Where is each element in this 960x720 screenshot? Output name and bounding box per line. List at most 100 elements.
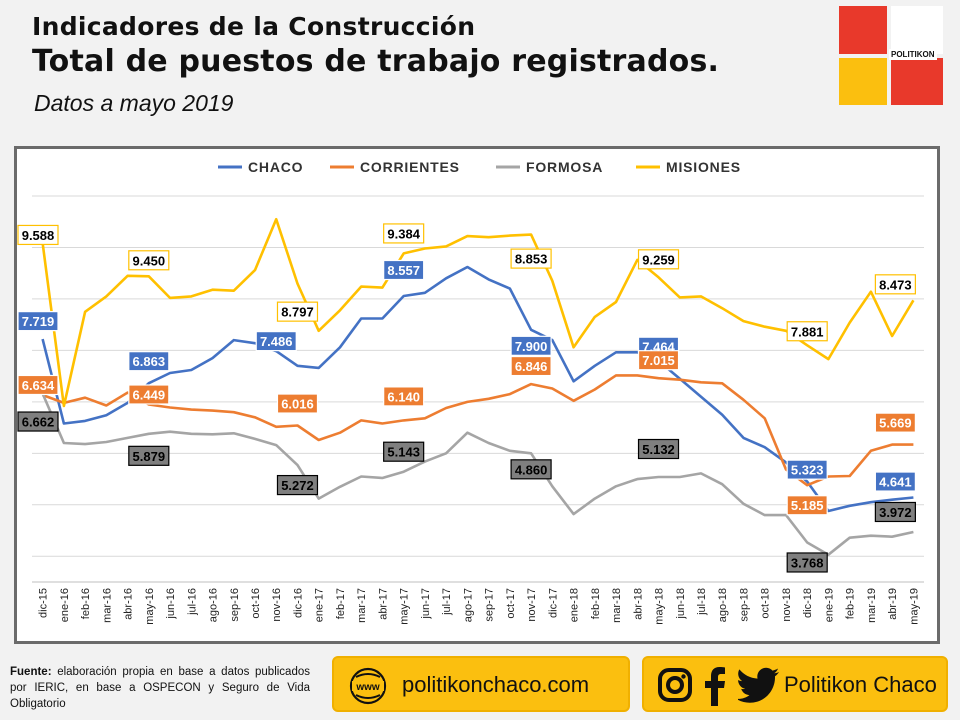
data-label-text: 8.473	[879, 277, 912, 292]
data-label-box	[17, 411, 59, 432]
logo-square-red-2	[891, 58, 943, 105]
data-label-box	[510, 355, 552, 377]
data-label: 9.588	[17, 224, 59, 246]
data-label: 7.900	[510, 335, 552, 356]
data-label-box	[255, 331, 297, 352]
x-tick-label: jun-18	[675, 588, 687, 620]
page-subtitle: Datos a mayo 2019	[34, 90, 234, 116]
data-label-text: 5.143	[387, 445, 420, 460]
source-text: elaboración propia en base a datos publi…	[10, 666, 310, 710]
series-line-misiones	[41, 217, 915, 408]
legend-label-corrientes: CORRIENTES	[360, 159, 460, 175]
x-tick-label: oct-17	[505, 588, 517, 619]
x-tick-label: ene-16	[59, 588, 71, 622]
data-label: 9.259	[637, 249, 680, 270]
data-label-box	[17, 374, 59, 396]
politikon-logo: POLITIKON	[839, 6, 943, 105]
facebook-icon[interactable]	[702, 666, 728, 706]
social-name[interactable]: Politikon Chaco	[784, 672, 937, 697]
data-label-text: 5.185	[791, 498, 824, 513]
data-label-box	[17, 311, 59, 332]
data-label-box	[874, 471, 916, 492]
x-tick-label: ago-17	[462, 588, 474, 622]
data-label-text: 5.132	[642, 442, 675, 457]
svg-text:www: www	[355, 682, 380, 693]
series-line-chaco	[41, 265, 914, 513]
logo-text: POLITIKON	[889, 49, 937, 60]
x-tick-label: may-17	[399, 588, 411, 625]
page-title-line2: Total de puestos de trabajo registrados.	[32, 44, 720, 79]
x-tick-label: may-18	[654, 588, 666, 625]
x-tick-label: nov-17	[526, 588, 538, 622]
x-tick-label: mar-16	[101, 588, 113, 623]
social-banner[interactable]: Politikon Chaco	[642, 656, 948, 712]
data-label-box	[874, 412, 916, 433]
data-label-text: 6.662	[22, 415, 55, 430]
data-label: 8.853	[510, 248, 552, 269]
data-label-text: 9.259	[642, 252, 675, 267]
page-title-line1: Indicadores de la Construcción	[32, 12, 476, 41]
data-label-text: 3.972	[879, 505, 912, 520]
data-label-box	[510, 335, 552, 356]
data-label-box	[383, 223, 425, 244]
website-banner[interactable]: www politikonchaco.com	[332, 656, 630, 712]
data-label-box	[383, 386, 425, 407]
x-tick-label: sep-18	[738, 588, 750, 622]
data-label-text: 9.450	[133, 253, 166, 268]
legend: CHACO CORRIENTES FORMOSA MISIONES	[218, 159, 740, 175]
data-label: 5.272	[276, 474, 319, 496]
x-tick-label: mar-18	[611, 588, 623, 623]
x-tick-label: ene-17	[314, 588, 326, 622]
x-tick-label: dic-17	[547, 588, 559, 618]
x-tick-label: ene-19	[823, 588, 835, 622]
data-label-box	[128, 384, 170, 405]
x-tick-label: feb-19	[845, 588, 857, 619]
data-label: 5.323	[786, 459, 828, 480]
data-label-box	[383, 259, 425, 281]
x-tick-label: may-19	[908, 588, 920, 625]
data-label: 6.634	[17, 374, 59, 396]
data-label-text: 9.384	[387, 226, 420, 241]
data-label-box	[276, 474, 319, 496]
x-tick-label: jul-16	[186, 588, 198, 616]
source-note: Fuente: elaboración propia en base a dat…	[10, 664, 310, 712]
instagram-icon[interactable]	[656, 666, 694, 704]
data-label: 5.143	[383, 441, 425, 462]
data-labels-formosa: 6.662 5.879 5.272 5.143 4.860 5.132 3.768 3.972	[17, 411, 916, 573]
x-tick-label: abr-16	[123, 588, 135, 620]
data-label-box	[383, 441, 425, 462]
data-label: 7.719	[17, 311, 59, 332]
data-label: 7.015	[637, 350, 680, 371]
x-tick-label: abr-17	[377, 588, 389, 620]
website-text[interactable]: politikonchaco.com	[402, 672, 590, 697]
data-label-box	[786, 321, 828, 342]
x-tick-label: mar-17	[356, 588, 368, 623]
twitter-icon[interactable]	[738, 666, 780, 704]
x-tick-label: jun-17	[420, 588, 432, 620]
data-label: 8.473	[874, 274, 916, 295]
data-label: 4.860	[510, 459, 552, 480]
data-label-text: 8.557	[387, 263, 420, 278]
data-label: 5.132	[637, 438, 680, 460]
x-tick-label: mar-19	[866, 588, 878, 623]
data-label-text: 7.719	[22, 314, 55, 329]
x-tick-label: jul-17	[441, 588, 453, 616]
data-label-text: 7.015	[642, 353, 675, 368]
logo-square-yellow	[839, 58, 887, 105]
x-tick-label: ago-18	[717, 588, 729, 622]
data-label: 8.797	[276, 301, 319, 322]
data-labels-misiones: 9.588 9.450 8.797 9.384 8.853 9.259 7.881 8.473	[17, 223, 916, 342]
data-label-box	[637, 350, 680, 371]
data-label-box	[510, 248, 552, 269]
data-label: 5.879	[128, 445, 170, 466]
data-label: 4.641	[874, 471, 916, 492]
x-tick-label: feb-17	[335, 588, 347, 619]
data-label-box	[276, 301, 319, 322]
data-label-box	[637, 438, 680, 460]
x-tick-label: abr-18	[632, 588, 644, 620]
www-globe-icon: www	[349, 667, 387, 705]
data-label: 7.486	[255, 331, 297, 352]
logo-square-white	[891, 6, 943, 54]
data-label: 5.669	[874, 412, 916, 433]
data-label: 9.384	[383, 223, 425, 244]
